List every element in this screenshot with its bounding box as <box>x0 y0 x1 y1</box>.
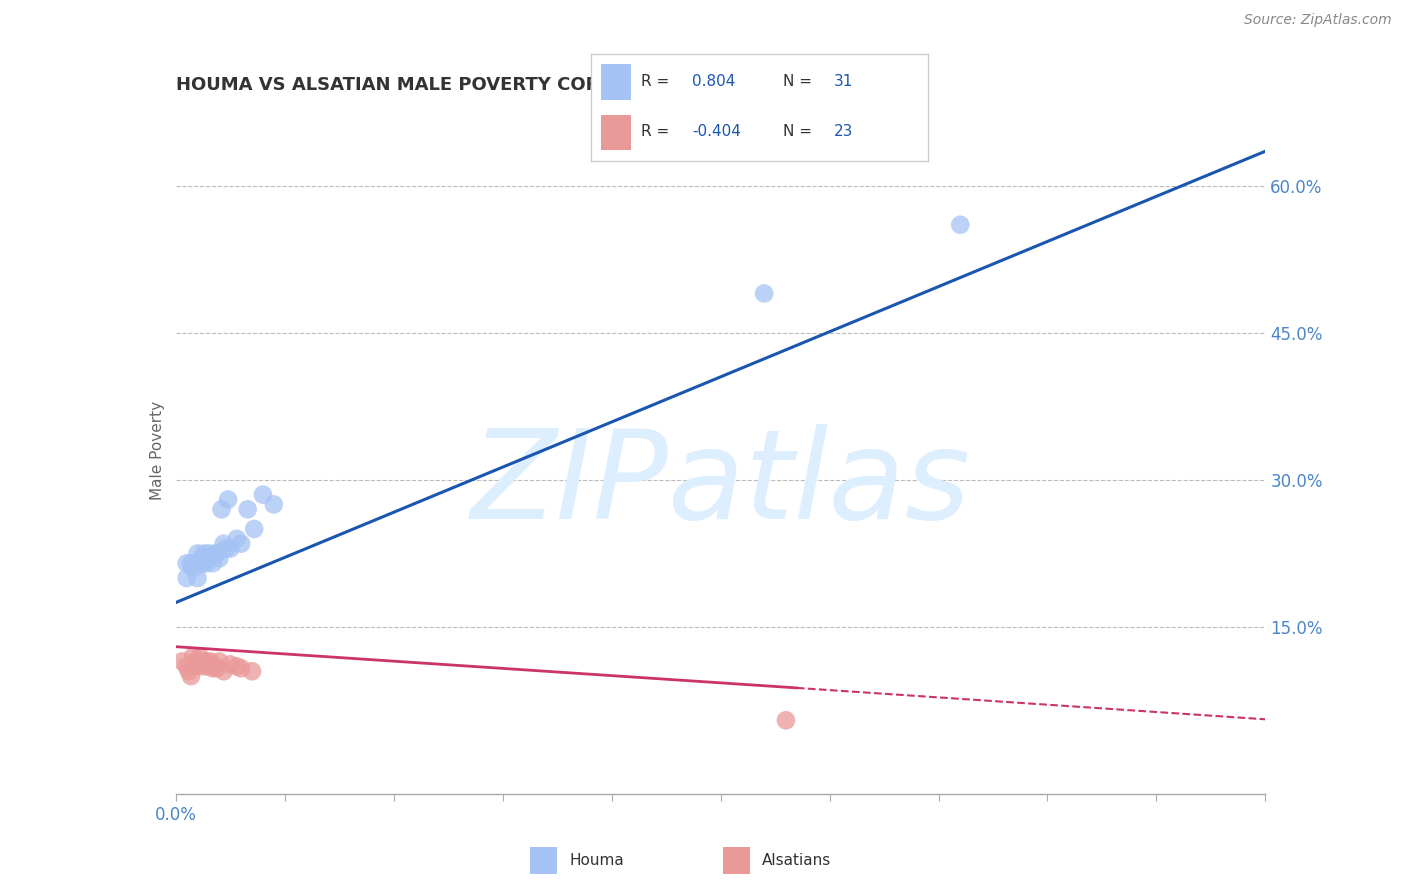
Point <box>231 661 253 675</box>
Point <box>193 546 215 561</box>
Point <box>172 655 194 669</box>
Point <box>200 551 222 566</box>
Point <box>243 522 266 536</box>
Point <box>177 664 200 679</box>
Point <box>212 664 235 679</box>
Point <box>204 659 226 673</box>
Point <box>205 546 228 561</box>
Point <box>215 541 238 556</box>
Text: 23: 23 <box>834 124 853 139</box>
Point <box>176 571 198 585</box>
Bar <box>600 64 631 100</box>
Text: Source: ZipAtlas.com: Source: ZipAtlas.com <box>1244 13 1392 28</box>
Point <box>180 557 202 571</box>
Point <box>219 541 242 556</box>
Point <box>195 655 218 669</box>
Point <box>775 714 797 728</box>
Text: 0.804: 0.804 <box>692 74 735 89</box>
Point <box>225 659 247 673</box>
Point <box>211 502 233 516</box>
Point <box>212 537 235 551</box>
Point <box>205 661 228 675</box>
Text: ZIPatlas: ZIPatlas <box>471 425 970 545</box>
Point <box>193 659 215 673</box>
Point <box>208 551 231 566</box>
Text: N =: N = <box>783 74 817 89</box>
Point <box>191 557 214 571</box>
Point <box>240 664 263 679</box>
Point <box>263 498 285 512</box>
Point <box>176 659 198 673</box>
Point <box>252 488 274 502</box>
Point <box>225 532 247 546</box>
Text: Alsatians: Alsatians <box>762 854 831 868</box>
Point <box>219 657 242 672</box>
Point <box>217 492 239 507</box>
Text: 31: 31 <box>834 74 853 89</box>
Point <box>181 561 204 575</box>
Text: R =: R = <box>641 74 675 89</box>
Text: R =: R = <box>641 124 675 139</box>
Point <box>176 557 198 571</box>
Point <box>191 655 214 669</box>
Text: N =: N = <box>783 124 817 139</box>
Point <box>197 551 219 566</box>
Point <box>188 649 211 664</box>
Point <box>208 655 231 669</box>
Text: HOUMA VS ALSATIAN MALE POVERTY CORRELATION CHART: HOUMA VS ALSATIAN MALE POVERTY CORRELATI… <box>176 77 772 95</box>
Point <box>186 571 209 585</box>
Point <box>180 669 202 683</box>
Y-axis label: Male Poverty: Male Poverty <box>149 401 165 500</box>
Point <box>184 655 207 669</box>
Point <box>236 502 259 516</box>
Point <box>201 557 224 571</box>
Point <box>188 557 211 571</box>
Bar <box>530 847 557 874</box>
Point <box>754 286 776 301</box>
Bar <box>723 847 751 874</box>
Point <box>186 659 209 673</box>
Point <box>949 218 972 232</box>
Point <box>186 546 209 561</box>
Bar <box>600 114 631 150</box>
Point <box>191 551 214 566</box>
Point <box>204 546 226 561</box>
Point <box>197 546 219 561</box>
Point <box>181 649 204 664</box>
Point <box>201 661 224 675</box>
Text: -0.404: -0.404 <box>692 124 741 139</box>
Point <box>195 557 218 571</box>
Point <box>200 655 222 669</box>
Point <box>231 537 253 551</box>
Text: Houma: Houma <box>569 854 624 868</box>
Point <box>197 659 219 673</box>
